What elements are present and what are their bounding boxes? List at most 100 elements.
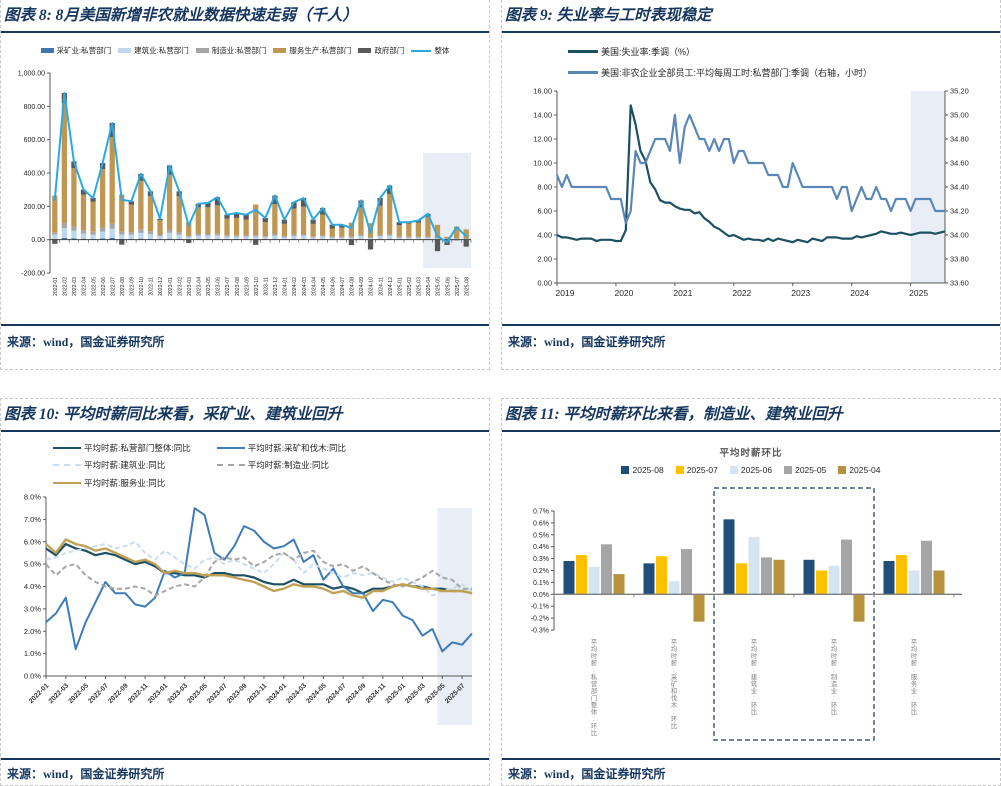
legend-item: 美国:非农企业全部员工:平均每周工时:私营部门:季调（右轴，小时） (568, 66, 872, 79)
legend-label: 美国:非农企业全部员工:平均每周工时:私营部门:季调（右轴，小时） (601, 68, 873, 78)
svg-text:营: 营 (591, 679, 597, 688)
legend-item: 平均时薪:服务业:同比 (53, 476, 191, 490)
legend-swatch-icon (195, 48, 209, 53)
legend-label: 政府部门 (374, 46, 405, 55)
svg-text::: : (913, 667, 915, 674)
svg-text:0.5%: 0.5% (533, 532, 549, 539)
svg-text:2021: 2021 (673, 288, 692, 298)
legend-label: 2025-08 (632, 465, 664, 475)
svg-text:4.0%: 4.0% (24, 582, 41, 591)
svg-text::: : (593, 667, 595, 674)
svg-text:2025-07: 2025-07 (455, 277, 461, 296)
svg-text:业: 业 (831, 686, 837, 695)
svg-text:时: 时 (751, 651, 758, 660)
svg-text:2023-07: 2023-07 (206, 682, 229, 705)
svg-text:0.0%: 0.0% (533, 592, 549, 599)
legend-item: 采矿业:私营部门 (40, 45, 111, 56)
svg-text:0.0%: 0.0% (24, 672, 41, 681)
chart11-source: 来源：wind，国金证券研究所 (502, 758, 1000, 785)
svg-text:0.1%: 0.1% (533, 580, 549, 587)
svg-text:2023-09: 2023-09 (226, 682, 249, 705)
svg-text:2025-05: 2025-05 (436, 277, 442, 296)
svg-text:建: 建 (751, 672, 758, 681)
svg-text:2024-12: 2024-12 (388, 277, 394, 296)
svg-text:33.60: 33.60 (950, 279, 969, 288)
svg-text::: : (673, 709, 675, 716)
svg-text:2024-03: 2024-03 (302, 277, 308, 296)
charts-row-2: 图表 10: 平均时薪同比来看，采矿业、建筑业回升 平均时薪:私营部门整体:同比… (0, 398, 1001, 786)
svg-text:5.0%: 5.0% (24, 560, 41, 569)
svg-text:2022-09: 2022-09 (130, 277, 136, 296)
legend-item: 整体 (411, 45, 449, 56)
svg-text:环: 环 (831, 701, 837, 709)
svg-text:2023-02: 2023-02 (177, 277, 183, 296)
chart11-title: 图表 11: 平均时薪环比来看，制造业、建筑业回升 (502, 399, 1000, 432)
legend-swatch-icon (216, 464, 245, 467)
svg-text:800.00: 800.00 (24, 104, 46, 111)
legend-item: 美国:失业率:季调（%） (568, 45, 695, 58)
svg-text:-0.2%: -0.2% (531, 616, 549, 623)
svg-text:时: 时 (591, 651, 598, 660)
svg-text:2023-12: 2023-12 (273, 277, 279, 296)
legend-swatch-icon (675, 466, 684, 474)
svg-text:2022-07: 2022-07 (110, 277, 116, 296)
legend-item: 平均时薪:制造业:同比 (216, 459, 346, 473)
svg-text:6.00: 6.00 (537, 207, 552, 216)
legend-label: 2025-05 (795, 465, 827, 475)
svg-text:2022-03: 2022-03 (72, 277, 78, 296)
legend-item: 建筑业:私营部门 (118, 45, 189, 56)
svg-text:12.00: 12.00 (533, 135, 552, 144)
svg-text:2025-02: 2025-02 (407, 277, 413, 296)
svg-text:2024: 2024 (850, 288, 869, 298)
svg-text:2024-04: 2024-04 (311, 277, 317, 296)
legend-label: 建筑业:私营部门 (134, 46, 189, 55)
svg-text:0.6%: 0.6% (533, 520, 549, 527)
svg-text:10.00: 10.00 (533, 159, 552, 168)
svg-text:平: 平 (911, 638, 917, 646)
svg-text:2.00: 2.00 (537, 255, 552, 264)
svg-text:2022-05: 2022-05 (67, 682, 90, 705)
svg-text:2024-07: 2024-07 (340, 277, 346, 296)
svg-text:比: 比 (591, 728, 597, 737)
svg-text:0.7%: 0.7% (533, 509, 549, 516)
legend-item: 2025-06 (729, 465, 772, 475)
svg-text:2024-02: 2024-02 (292, 277, 298, 296)
svg-text:2023-09: 2023-09 (244, 277, 250, 296)
svg-text:2024-10: 2024-10 (369, 277, 375, 296)
legend-swatch-icon (53, 482, 81, 485)
svg-text:0.4%: 0.4% (533, 544, 549, 551)
svg-text:2023-01: 2023-01 (168, 277, 174, 296)
svg-text:薪: 薪 (591, 658, 598, 667)
chart10-source: 来源：wind，国金证券研究所 (1, 758, 489, 785)
chart9-source: 来源：wind，国金证券研究所 (502, 324, 1000, 369)
svg-text:34.20: 34.20 (950, 207, 969, 216)
svg-text:2022-04: 2022-04 (82, 277, 88, 296)
svg-text:2023-05: 2023-05 (186, 682, 209, 705)
svg-text:2022-05: 2022-05 (91, 277, 97, 296)
svg-text:2022-01: 2022-01 (53, 277, 59, 296)
chart10-canvas: 0.0% 1.0% 2.0% 3.0% 4.0% 5.0% 6.0% 7.0% 8.0% 2022… (24, 493, 473, 725)
legend-item: 平均时薪:建筑业:同比 (53, 459, 191, 473)
svg-text:均: 均 (751, 644, 757, 653)
panel-chart9: 图表 9: 失业率与工时表现稳定 美国:失业率:季调（%） 美国:非农企业全部员工… (501, 0, 1001, 370)
legend-swatch-icon (838, 466, 847, 474)
legend-swatch-icon (53, 464, 81, 467)
legend-swatch-icon (621, 466, 630, 474)
legend-label: 平均时薪:制造业:同比 (247, 460, 329, 471)
svg-text:-0.3%: -0.3% (531, 628, 549, 635)
legend-swatch-icon (784, 466, 793, 474)
chart11-area: 平均时薪环比 2025-08 2025-07 2025-06 2025-05 2025-… (502, 432, 1000, 758)
legend-swatch-icon (568, 50, 598, 53)
svg-text:7.0%: 7.0% (24, 515, 41, 524)
svg-text:2023-05: 2023-05 (206, 277, 212, 296)
svg-text:2024-05: 2024-05 (305, 682, 328, 705)
svg-text:均: 均 (911, 644, 917, 653)
chart9-area: 美国:失业率:季调（%） 美国:非农企业全部员工:平均每周工时:私营部门:季调（右… (502, 33, 1000, 324)
legend-label: 服务生产:私营部门 (289, 46, 352, 55)
svg-text:2022-09: 2022-09 (107, 682, 130, 705)
svg-text:2023-08: 2023-08 (235, 277, 241, 296)
svg-text:环: 环 (911, 701, 917, 709)
svg-text:比: 比 (751, 707, 757, 716)
chart8-canvas: -200.00 0.00 200.00 400.00 600.00 800.00 1,000… (18, 71, 472, 296)
svg-text:2022-11: 2022-11 (127, 682, 149, 704)
